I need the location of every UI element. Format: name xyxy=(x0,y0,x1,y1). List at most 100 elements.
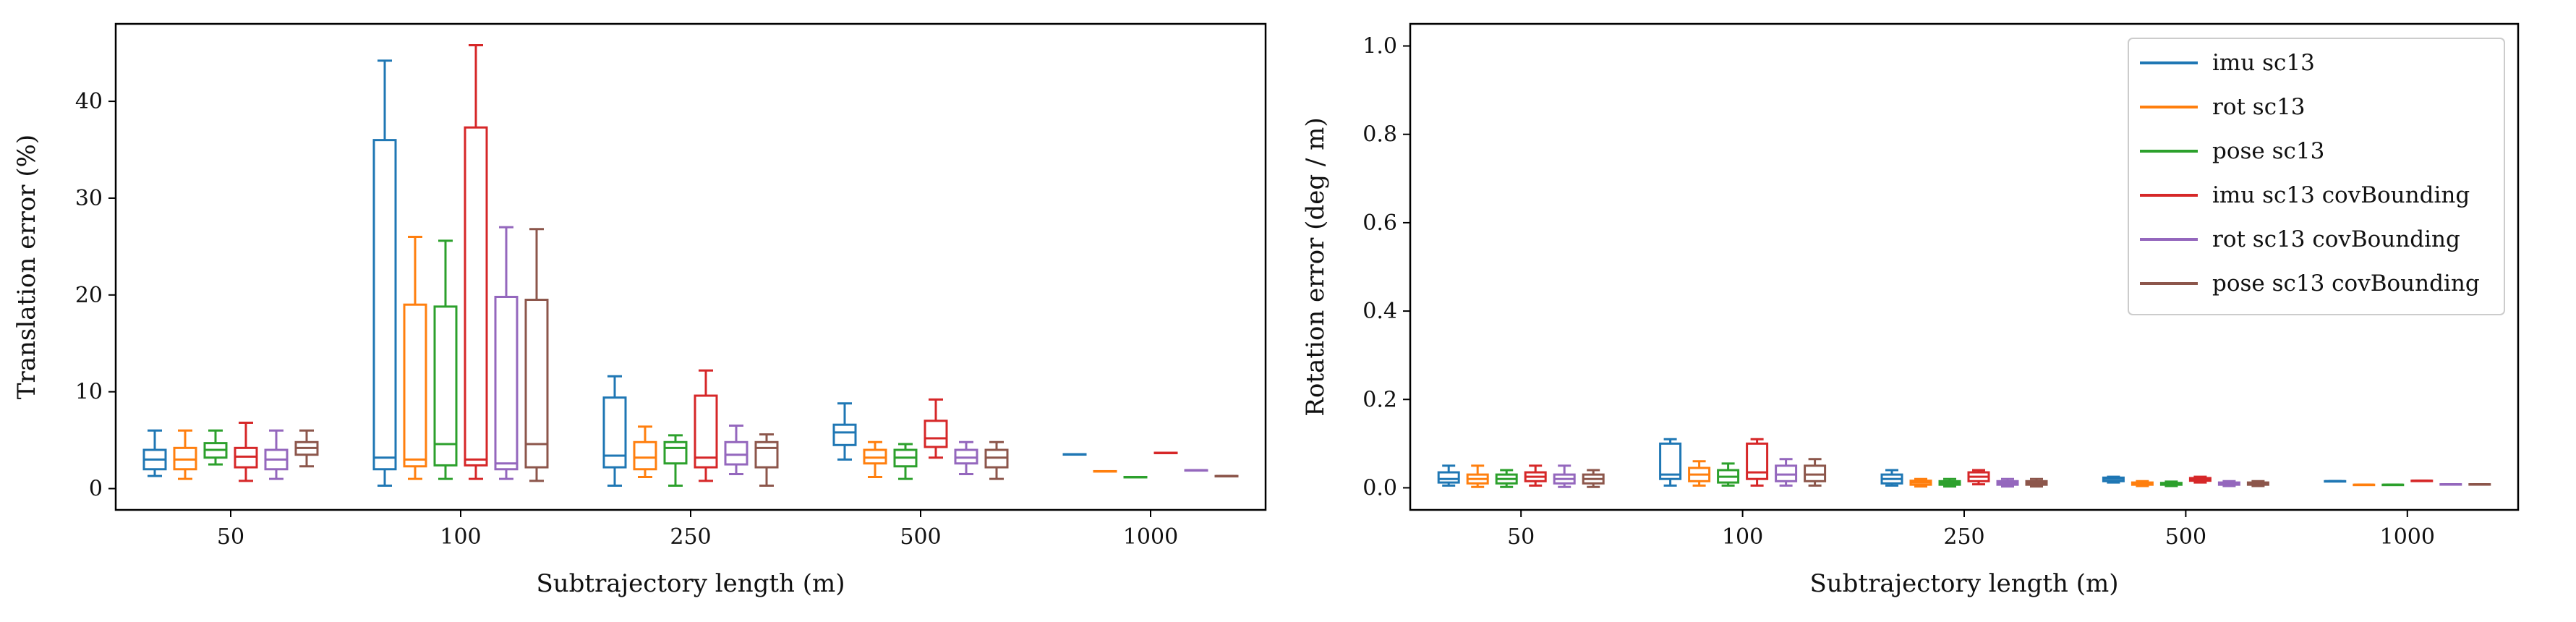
box-imu-sc13-covBounding-100 xyxy=(1746,438,1769,487)
box-rot-sc13-100 xyxy=(403,236,427,480)
box-pose-sc13-50 xyxy=(203,429,228,466)
box-rot-sc13-covBounding-100 xyxy=(494,226,519,480)
box-rot-sc13-500 xyxy=(863,440,887,478)
box-body xyxy=(372,139,397,471)
box-imu-sc13-50 xyxy=(142,429,167,477)
box-rot-sc13-covBounding-50 xyxy=(1553,464,1576,488)
box-rot-sc13-covBounding-250 xyxy=(1996,477,2019,488)
x-tick-label: 1000 xyxy=(2380,524,2435,550)
box-rot-sc13-50 xyxy=(1466,464,1489,488)
y-tick-label: 40 xyxy=(75,89,103,114)
y-tick-label: 30 xyxy=(75,186,103,211)
box-body xyxy=(1804,464,1827,482)
box-imu-sc13-250 xyxy=(1880,469,1903,487)
box-imu-sc13-1000 xyxy=(1062,453,1087,456)
box-body xyxy=(403,303,427,468)
box-body xyxy=(1746,442,1769,480)
box-body xyxy=(924,419,948,448)
y-tick-label: 0.0 xyxy=(1362,475,1397,500)
x-tick-label: 100 xyxy=(1722,524,1763,550)
rotation-error-panel: 0.0 0.2 0.4 0.6 0.8 1.0 50 100 250 500 1000 Subtraj… xyxy=(1301,22,2520,598)
y-tick-label: 0.2 xyxy=(1362,387,1397,412)
legend-entry-label: imu sc13 covBounding xyxy=(2212,182,2470,208)
x-tick-label: 250 xyxy=(670,524,711,550)
box-body xyxy=(832,423,857,446)
x-tick-label: 50 xyxy=(217,524,244,550)
box-rot-sc13-covBounding-250 xyxy=(724,425,749,475)
box-pose-sc13-100 xyxy=(433,239,458,480)
box-body xyxy=(433,305,458,466)
translation-error-panel: 0 10 20 30 40 50 100 250 500 1000 Subtrajectory le… xyxy=(12,22,1267,598)
box-pose-sc13-100 xyxy=(1717,462,1740,487)
box-pose-sc13-covBounding-250 xyxy=(754,433,779,487)
x-tick-label: 100 xyxy=(440,524,481,550)
box-rot-sc13-100 xyxy=(1688,460,1711,487)
box-imu-sc13-covBounding-50 xyxy=(1524,464,1547,487)
box-rot-sc13-250 xyxy=(1909,477,1932,488)
box-body xyxy=(694,394,718,469)
box-imu-sc13-covBounding-250 xyxy=(1967,469,1990,486)
y-tick-label: 0 xyxy=(89,477,103,502)
box-imu-sc13-50 xyxy=(1437,464,1460,487)
legend-frame xyxy=(2128,38,2505,315)
y-axis-label: Translation error (%) xyxy=(12,135,41,399)
box-body xyxy=(494,295,519,471)
y-tick-label: 0.6 xyxy=(1362,210,1397,236)
box-rot-sc13-50 xyxy=(173,429,197,480)
y-tick-label: 20 xyxy=(75,283,103,308)
box-imu-sc13-covBounding-50 xyxy=(234,422,258,482)
box-rot-sc13-covBounding-500 xyxy=(2217,480,2240,487)
box-pose-sc13-covBounding-500 xyxy=(2246,480,2269,487)
x-tick-label: 1000 xyxy=(1123,524,1178,550)
box-pose-sc13-covBounding-100 xyxy=(1804,458,1827,487)
legend-entry-label: pose sc13 covBounding xyxy=(2212,270,2480,297)
box-body xyxy=(633,440,657,471)
box-body xyxy=(663,440,688,465)
box-body xyxy=(1775,464,1798,482)
box-imu-sc13-250 xyxy=(602,375,627,487)
box-pose-sc13-250 xyxy=(663,434,688,487)
box-body xyxy=(464,126,488,466)
legend-entry-label: pose sc13 xyxy=(2212,138,2324,164)
box-rot-sc13-covBounding-1000 xyxy=(1184,469,1208,472)
box-body xyxy=(1659,442,1682,480)
legend-entry-label: rot sc13 xyxy=(2212,94,2306,120)
y-tick-label: 0.8 xyxy=(1362,122,1397,148)
box-rot-sc13-covBounding-50 xyxy=(264,429,289,480)
x-tick-label: 500 xyxy=(2165,524,2206,550)
x-tick-label: 250 xyxy=(1943,524,1984,550)
y-tick-label: 0.4 xyxy=(1362,299,1397,324)
y-axis-label: Rotation error (deg / m) xyxy=(1301,117,1330,416)
box-rot-sc13-covBounding-500 xyxy=(954,440,978,475)
box-rot-sc13-250 xyxy=(633,425,657,478)
x-axis-label: Subtrajectory length (m) xyxy=(1809,569,2118,598)
legend-entry-label: imu sc13 xyxy=(2212,50,2315,76)
box-imu-sc13-100 xyxy=(372,59,397,487)
box-imu-sc13-covBounding-500 xyxy=(2188,475,2212,484)
y-tick-label: 1.0 xyxy=(1362,34,1397,59)
box-pose-sc13-covBounding-500 xyxy=(984,440,1009,480)
box-pose-sc13-covBounding-50 xyxy=(294,429,319,468)
box-pose-sc13-covBounding-1000 xyxy=(1214,474,1239,478)
legend: imu sc13 rot sc13 pose sc13 imu sc13 covBou… xyxy=(2128,38,2505,315)
box-pose-sc13-covBounding-50 xyxy=(1582,469,1605,488)
box-body xyxy=(724,440,749,466)
y-tick-label: 10 xyxy=(75,380,103,405)
box-pose-sc13-50 xyxy=(1495,469,1518,488)
x-tick-label: 500 xyxy=(900,524,941,550)
box-body xyxy=(754,440,779,469)
box-pose-sc13-500 xyxy=(893,443,918,480)
box-imu-sc13-covBounding-100 xyxy=(464,43,488,480)
x-tick-label: 50 xyxy=(1507,524,1535,550)
box-imu-sc13-500 xyxy=(832,402,857,461)
x-axis-label: Subtrajectory length (m) xyxy=(536,569,845,598)
box-imu-sc13-covBounding-250 xyxy=(694,369,718,482)
box-rot-sc13-1000 xyxy=(1093,469,1117,473)
box-imu-sc13-1000 xyxy=(2324,480,2347,483)
box-imu-sc13-covBounding-1000 xyxy=(2410,480,2434,482)
box-rot-sc13-covBounding-100 xyxy=(1775,458,1798,487)
box-body xyxy=(602,396,627,469)
box-pose-sc13-500 xyxy=(2159,480,2183,487)
box-pose-sc13-250 xyxy=(1938,477,1961,488)
